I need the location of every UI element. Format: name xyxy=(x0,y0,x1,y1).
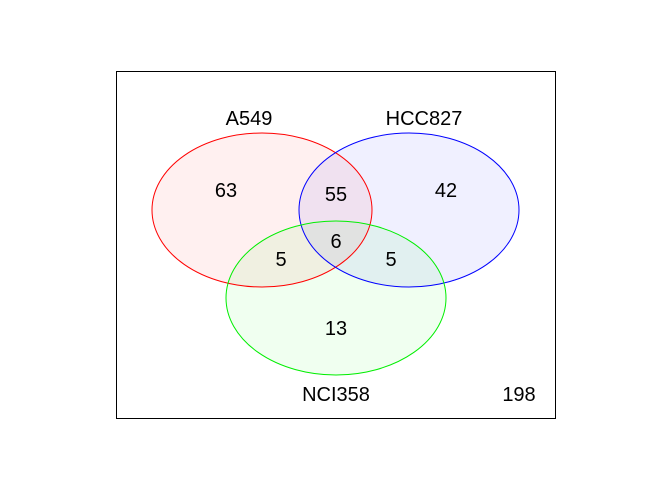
a549-fill xyxy=(152,133,372,287)
plot-frame xyxy=(116,71,556,419)
nci358-fill xyxy=(226,221,446,375)
hcc827-fill xyxy=(299,133,519,287)
count-all-three: 6 xyxy=(330,231,341,253)
count-nci358-only: 13 xyxy=(325,318,347,340)
count-hcc827-nci358: 5 xyxy=(385,249,396,271)
a549-label: A549 xyxy=(226,108,273,130)
set-fills xyxy=(152,133,519,375)
hcc827-ellipse xyxy=(298,132,520,288)
count-none: 198 xyxy=(502,384,535,406)
nci358-ellipse xyxy=(225,220,447,376)
a549-ellipse xyxy=(151,132,373,288)
nci358-label: NCI358 xyxy=(302,384,370,406)
count-hcc827-only: 42 xyxy=(435,180,457,202)
count-a549-nci358: 5 xyxy=(275,249,286,271)
count-a549-hcc827: 55 xyxy=(325,184,347,206)
hcc827-label: HCC827 xyxy=(386,108,463,130)
count-a549-only: 63 xyxy=(215,180,237,202)
